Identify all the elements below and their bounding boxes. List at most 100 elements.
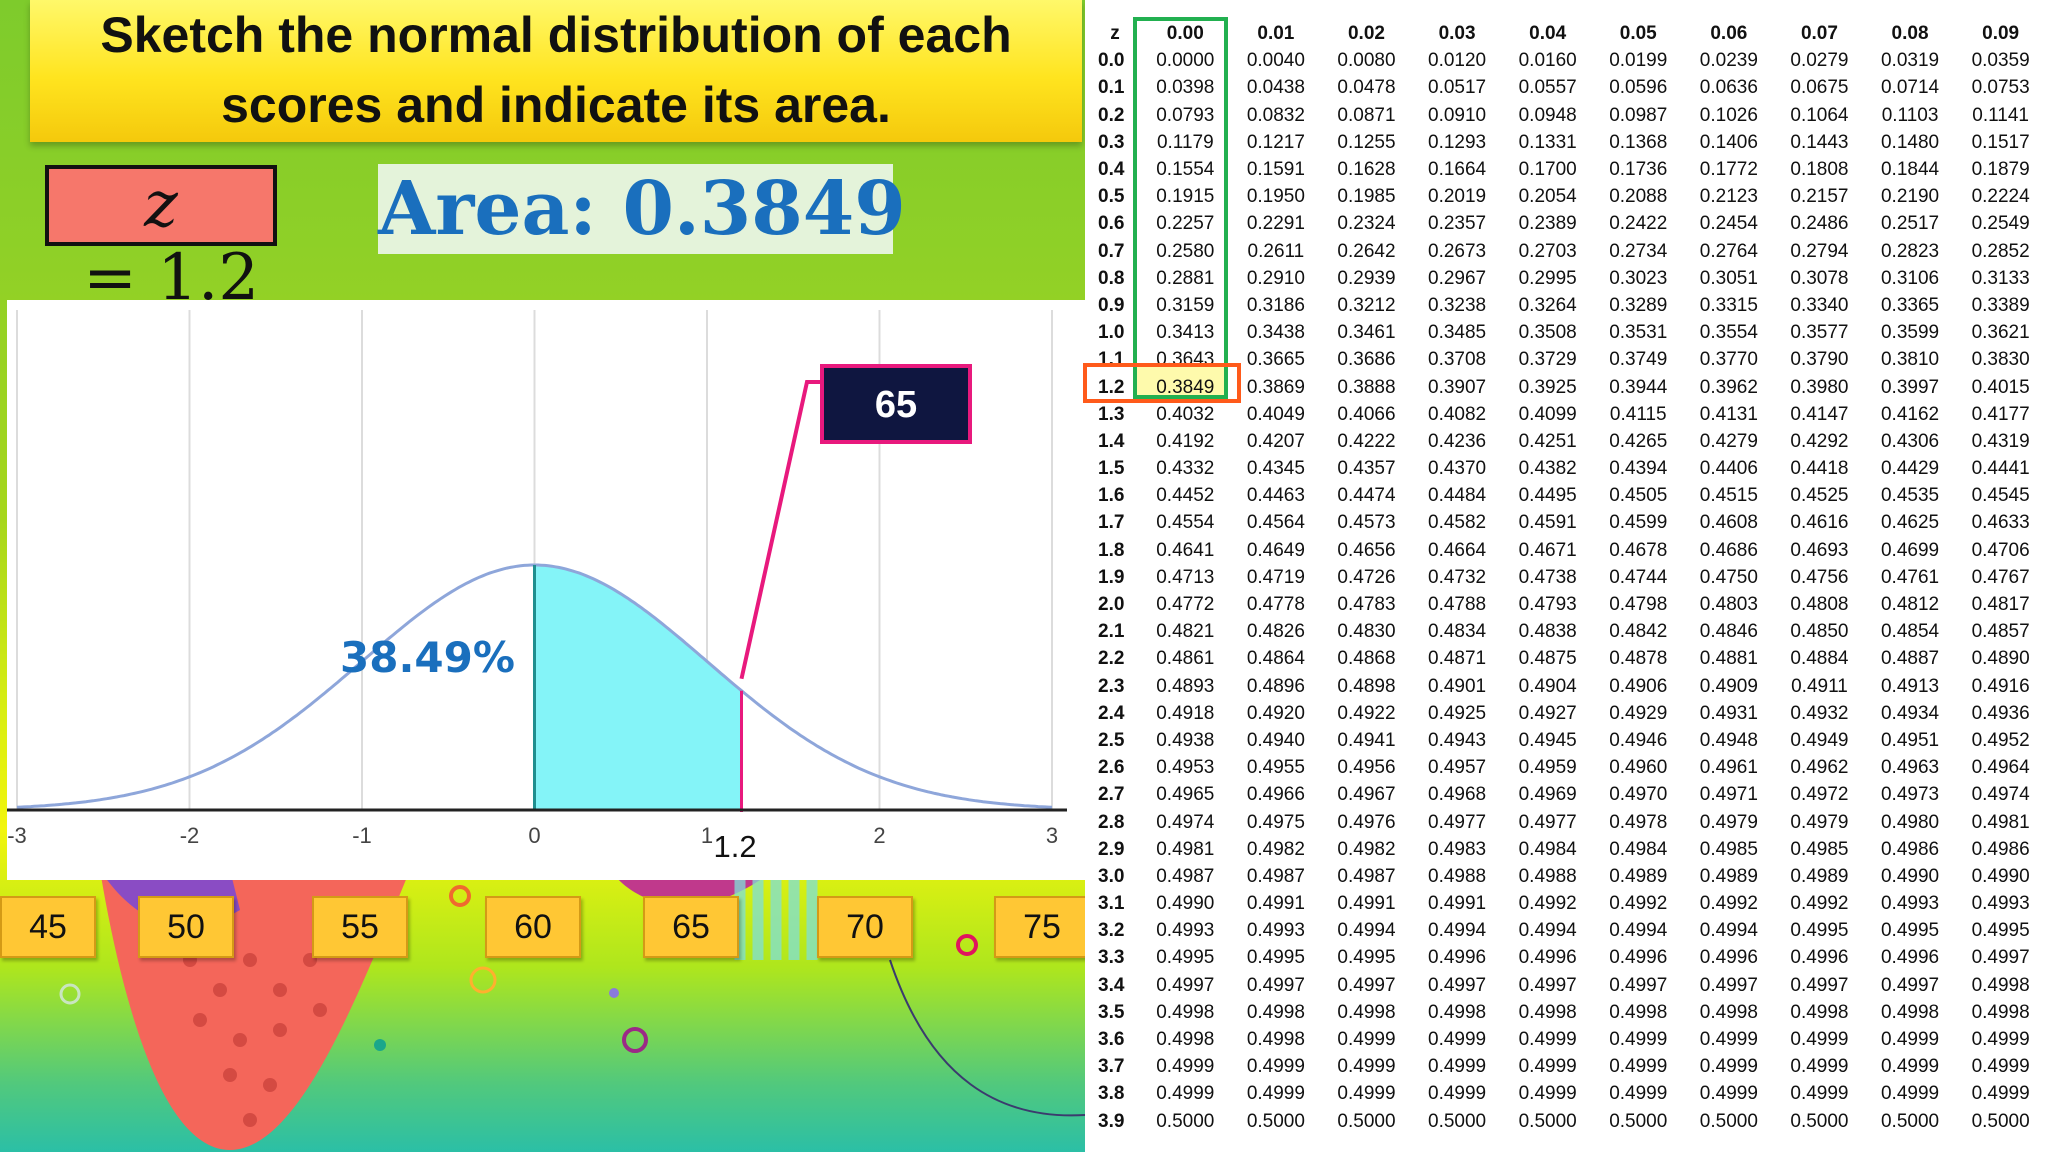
table-cell: 0.0636	[1699, 77, 1758, 99]
score-box-55: 55	[312, 896, 408, 958]
table-cell: 0.4966	[1246, 784, 1305, 806]
table-cell: 0.4884	[1790, 648, 1849, 670]
table-cell: 0.1554	[1156, 159, 1215, 181]
table-cell: 0.4996	[1699, 947, 1758, 969]
table-cell: 0.2324	[1337, 213, 1396, 235]
table-cell: 0.4693	[1790, 539, 1849, 561]
table-cell: 0.4999	[1518, 1029, 1577, 1051]
table-row: 3.8 0.4999 0.4999 0.4999 0.4999 0.4999 0.4999 0…	[1090, 1080, 2046, 1107]
table-cell: 0.3389	[1971, 294, 2030, 316]
table-cell: 0.4992	[1518, 893, 1577, 915]
table-cell: 0.4979	[1790, 811, 1849, 833]
slide-background: Sketch the normal distribution of each s…	[0, 0, 1085, 1152]
table-cell: 0.4992	[1609, 893, 1668, 915]
table-cell: 0.4370	[1428, 458, 1487, 480]
pink-ring-shape	[956, 934, 978, 956]
table-cell: 0.4761	[1880, 566, 1940, 588]
z-row-label: 2.7	[1098, 784, 1125, 806]
table-cell: 0.3264	[1518, 294, 1577, 316]
table-row: 0.9 0.3159 0.3186 0.3212 0.3238 0.3264 0.3289 0…	[1090, 292, 2046, 319]
table-cell: 0.4974	[1971, 784, 2030, 806]
table-cell: 0.1026	[1699, 104, 1758, 126]
table-cell: 0.0948	[1518, 104, 1577, 126]
table-cell: 0.4932	[1790, 702, 1849, 724]
table-cell: 0.2642	[1337, 240, 1396, 262]
table-cell: 0.4996	[1428, 947, 1487, 969]
z-table-header-cell: 0.07	[1800, 23, 1838, 45]
table-cell: 0.4803	[1699, 594, 1758, 616]
table-cell: 0.1480	[1880, 131, 1940, 153]
table-cell: 0.0832	[1246, 104, 1305, 126]
table-cell: 0.2389	[1518, 213, 1577, 235]
table-cell: 0.3907	[1428, 376, 1487, 398]
score-box-45: 45	[0, 896, 96, 958]
table-cell: 0.0120	[1428, 50, 1487, 72]
table-cell: 0.4940	[1246, 729, 1305, 751]
table-cell: 0.4997	[1156, 974, 1215, 996]
table-cell: 0.4726	[1337, 566, 1396, 588]
table-cell: 0.4929	[1609, 702, 1668, 724]
table-cell: 0.4989	[1699, 865, 1758, 887]
table-cell: 0.4978	[1609, 811, 1668, 833]
table-cell: 0.4997	[1971, 947, 2030, 969]
stripe-shape	[734, 880, 818, 960]
dot-shape	[609, 988, 619, 998]
x-tick-label: -1	[352, 823, 372, 848]
table-cell: 0.4878	[1609, 648, 1668, 670]
table-cell: 0.3708	[1428, 349, 1487, 371]
table-row: 0.1 0.0398 0.0438 0.0478 0.0517 0.0557 0.0596 0…	[1090, 74, 2046, 101]
table-cell: 0.4951	[1880, 729, 1940, 751]
table-cell: 0.4990	[1156, 893, 1215, 915]
table-cell: 0.0160	[1518, 50, 1577, 72]
table-cell: 0.4015	[1971, 376, 2030, 398]
table-cell: 0.2357	[1428, 213, 1487, 235]
table-cell: 0.4999	[1790, 1083, 1849, 1105]
table-cell: 0.3621	[1971, 322, 2030, 344]
table-cell: 0.4999	[1699, 1083, 1758, 1105]
table-cell: 0.4985	[1790, 838, 1849, 860]
table-row: 3.4 0.4997 0.4997 0.4997 0.4997 0.4997 0.4997 0…	[1090, 972, 2046, 999]
table-cell: 0.4998	[1971, 1001, 2030, 1023]
z-row-label: 1.6	[1098, 485, 1125, 507]
table-cell: 0.3315	[1699, 294, 1758, 316]
table-cell: 0.0279	[1790, 50, 1849, 72]
table-cell: 0.2910	[1246, 267, 1305, 289]
table-cell: 0.4948	[1699, 729, 1758, 751]
table-cell: 0.4971	[1699, 784, 1758, 806]
table-cell: 0.3508	[1518, 322, 1577, 344]
table-cell: 0.4998	[1699, 1001, 1758, 1023]
table-cell: 0.3078	[1790, 267, 1849, 289]
table-cell: 0.3186	[1246, 294, 1305, 316]
table-cell: 0.4881	[1699, 648, 1758, 670]
table-row: 1.0 0.3413 0.3438 0.3461 0.3485 0.3508 0.3531 0…	[1090, 319, 2046, 346]
table-cell: 0.4996	[1880, 947, 1940, 969]
z-row-label: 1.8	[1098, 539, 1125, 561]
table-cell: 0.0557	[1518, 77, 1577, 99]
table-cell: 0.0478	[1337, 77, 1396, 99]
table-cell: 0.4983	[1428, 838, 1487, 860]
z-row-label: 3.1	[1098, 893, 1125, 915]
table-cell: 0.2019	[1428, 186, 1487, 208]
table-cell: 0.4996	[1609, 947, 1668, 969]
table-cell: 0.4678	[1609, 539, 1668, 561]
table-cell: 0.4999	[1971, 1083, 2030, 1105]
z-row-label: 0.5	[1098, 186, 1125, 208]
table-cell: 0.4916	[1971, 675, 2030, 697]
area-label: Area: 0.3849	[378, 166, 906, 252]
table-cell: 0.4207	[1246, 430, 1305, 452]
table-cell: 0.4977	[1518, 811, 1577, 833]
table-cell: 0.4973	[1880, 784, 1940, 806]
z-row-label: 1.9	[1098, 566, 1125, 588]
table-cell: 0.4936	[1971, 702, 2030, 724]
normal-curve-chart: -3 -2 -1 0 1 2 3 1.2 38.49% 65	[7, 300, 1085, 880]
table-cell: 0.4582	[1428, 512, 1487, 534]
table-cell: 0.4999	[1699, 1056, 1758, 1078]
table-cell: 0.2611	[1247, 240, 1305, 262]
table-cell: 0.4993	[1156, 920, 1215, 942]
table-cell: 0.4999	[1880, 1056, 1940, 1078]
table-row: 0.6 0.2257 0.2291 0.2324 0.2357 0.2389 0.2422 0…	[1090, 210, 2046, 237]
table-cell: 0.4968	[1428, 784, 1487, 806]
table-row: 3.0 0.4987 0.4987 0.4987 0.4988 0.4988 0.4989 0…	[1090, 863, 2046, 890]
table-cell: 0.3531	[1609, 322, 1668, 344]
table-cell: 0.4319	[1971, 430, 2030, 452]
